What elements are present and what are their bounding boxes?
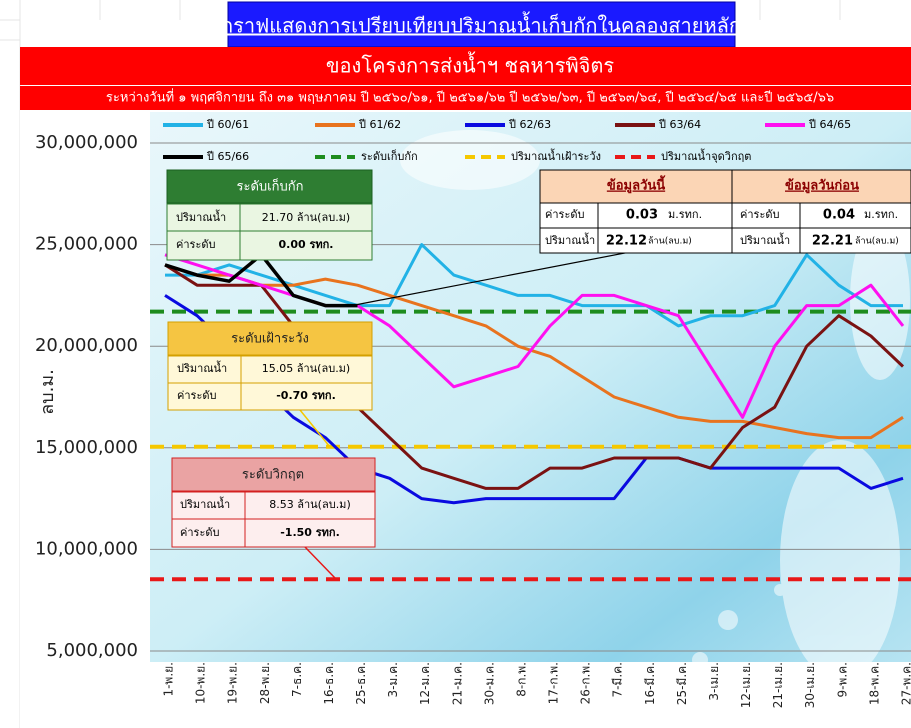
x-tick-label: 25-มี.ค. (675, 662, 689, 705)
chart-period: ระหว่างวันที่ ๑ พฤศจิกายน ถึง ๓๑ พฤษภาคม… (106, 89, 834, 106)
legend-label: ปี 62/63 (508, 118, 551, 131)
table-cell: 22.12 (606, 234, 647, 249)
x-tick-label: 21-เม.ย. (771, 662, 785, 708)
storage-box: ระดับเก็บกัก ปริมาณน้ำ 21.70 ล้าน(ลบ.ม) … (166, 169, 373, 261)
table-cell: ม.รทก. (864, 208, 898, 221)
box-cell: 21.70 ล้าน(ลบ.ม) (262, 211, 350, 224)
x-tick-label: 12-ม.ค. (418, 662, 432, 705)
table-cell: 0.03 (626, 208, 658, 223)
box-cell: ปริมาณน้ำ (177, 360, 227, 375)
x-tick-label: 7-ธ.ค. (290, 662, 304, 697)
subtitle-bar (20, 47, 911, 85)
pointer-line (354, 251, 631, 306)
info-table: ข้อมูลวันนี้ ข้อมูลวันก่อน ค่าระดับ 0.03… (539, 169, 911, 254)
x-tick-label: 3-ม.ค. (386, 662, 400, 698)
pointer-line (299, 409, 331, 448)
box-cell: 0.00 รทก. (279, 238, 334, 251)
table-cell: ค่าระดับ (545, 208, 584, 221)
x-tick-label: 10-พ.ย. (194, 662, 208, 704)
x-tick-label: 1-พ.ย. (162, 662, 176, 697)
chart-subtitle: ของโครงการส่งน้ำฯ ชลหารพิจิตร (326, 52, 615, 78)
x-tick-label: 9-พ.ค. (835, 662, 849, 698)
legend-label: ปี 65/66 (206, 150, 249, 163)
x-tick-label: 21-ม.ค. (450, 662, 464, 705)
legend-label: ปริมาณน้ำจุดวิกฤต (661, 148, 751, 163)
table-cell: 22.21 (812, 234, 853, 249)
box-cell: ค่าระดับ (176, 238, 215, 251)
legend-label: ปี 61/62 (358, 118, 401, 131)
series-line (164, 263, 905, 490)
x-tick-label: 16-ธ.ค. (322, 662, 336, 705)
chart-title: กราฟแสดงการเปรียบเทียบปริมาณน้ำเก็บกักใน… (221, 12, 741, 38)
pointer-line (304, 546, 336, 579)
series-line (164, 263, 904, 440)
table-cell: ปริมาณน้ำ (740, 232, 790, 247)
series-line (164, 253, 905, 419)
box-cell: ปริมาณน้ำ (176, 209, 226, 224)
box-title: ระดับเก็บกัก (237, 177, 304, 195)
y-tick-label: 5,000,000 (46, 640, 138, 661)
legend-label: ปี 63/64 (658, 118, 701, 131)
y-tick-label: 25,000,000 (35, 234, 138, 255)
table-cell: ม.รทก. (668, 208, 702, 221)
table-cell: ล้าน(ลบ.ม) (648, 236, 692, 247)
box-cell: 15.05 ล้าน(ลบ.ม) (262, 362, 350, 375)
box-cell: ปริมาณน้ำ (180, 496, 230, 511)
y-tick-label: 10,000,000 (35, 538, 138, 559)
x-tick-label: 7-มี.ค. (611, 662, 625, 698)
legend-label: ปริมาณน้ำเฝ้าระวัง (511, 148, 601, 163)
box-title: ระดับวิกฤต (242, 468, 304, 483)
table-cell: ล้าน(ลบ.ม) (855, 236, 899, 247)
table-cell: ปริมาณน้ำ (545, 232, 595, 247)
table-cell: ค่าระดับ (740, 208, 779, 221)
x-tick-label: 3-เม.ย. (707, 662, 721, 701)
x-tick-label: 18-พ.ค. (867, 662, 881, 705)
y-tick-label: 20,000,000 (35, 335, 138, 356)
legend: ปี 60/61 ปี 61/62 ปี 62/63 ปี 63/64 ปี 64/65… (163, 118, 851, 163)
box-cell: -0.70 รทก. (276, 389, 336, 402)
x-tick-label: 19-พ.ย. (226, 662, 240, 704)
y-tick-label: 30,000,000 (35, 132, 138, 153)
table-header: ข้อมูลวันนี้ (607, 175, 666, 194)
box-cell: ค่าระดับ (177, 389, 216, 402)
x-tick-label: 30-ม.ค. (482, 662, 496, 705)
period-bar (20, 86, 911, 110)
lines (150, 243, 911, 582)
legend-label: ปี 64/65 (808, 118, 851, 131)
table-cell: 0.04 (823, 208, 855, 223)
critical-box: ระดับวิกฤต ปริมาณน้ำ 8.53 ล้าน(ลบ.ม) ค่า… (171, 457, 376, 548)
x-tick-label: 30-เม.ย. (803, 662, 817, 708)
y-tick-label: 15,000,000 (35, 437, 138, 458)
table-header: ข้อมูลวันก่อน (785, 178, 859, 194)
x-tick-label: 8-ก.พ. (514, 662, 528, 697)
series-line (164, 294, 904, 505)
y-axis-label: ลบ.ม. (37, 369, 58, 415)
x-tick-label: 16-มี.ค. (643, 662, 657, 705)
x-tick-label: 12-เม.ย. (739, 662, 753, 708)
box-cell: -1.50 รทก. (280, 526, 340, 539)
title-box (227, 1, 736, 48)
x-tick-label: 28-พ.ย. (258, 662, 272, 704)
series-line (165, 243, 903, 328)
box-cell: 8.53 ล้าน(ลบ.ม) (269, 498, 350, 511)
x-tick-label: 25-ธ.ค. (354, 662, 368, 705)
box-title: ระดับเฝ้าระวัง (231, 332, 309, 347)
x-tick-label: 27-พ.ค. (900, 662, 911, 705)
x-tick-label: 26-ก.พ. (579, 662, 593, 704)
x-tick-label: 17-ก.พ. (547, 662, 561, 704)
watch-box: ระดับเฝ้าระวัง ปริมาณน้ำ 15.05 ล้าน(ลบ.ม… (167, 321, 373, 411)
water-splash (400, 130, 910, 680)
legend-label: ปี 60/61 (206, 118, 249, 131)
box-cell: ค่าระดับ (180, 526, 219, 539)
legend-label: ระดับเก็บกัก (361, 149, 418, 163)
